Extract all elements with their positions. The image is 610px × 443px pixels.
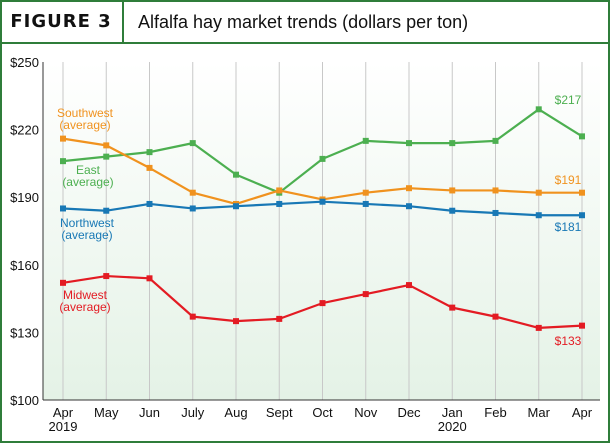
data-point xyxy=(492,209,499,216)
x-tick-label: Nov xyxy=(354,405,378,420)
y-tick-label: $220 xyxy=(10,123,39,138)
data-point xyxy=(146,200,153,207)
data-point xyxy=(189,205,196,212)
end-value-label-east: $217 xyxy=(555,93,582,107)
x-tick-label: Mar xyxy=(528,405,551,420)
data-point xyxy=(579,322,585,329)
data-point xyxy=(579,212,585,219)
x-year-label: 2019 xyxy=(49,419,78,434)
x-tick-label: May xyxy=(94,405,119,420)
series-midwest xyxy=(60,273,585,331)
x-tick-label: July xyxy=(181,405,205,420)
series-label-east: East xyxy=(76,163,101,177)
data-point xyxy=(233,318,239,325)
x-tick-label: Apr xyxy=(53,405,74,420)
data-point xyxy=(103,207,110,214)
data-point xyxy=(189,140,196,147)
data-point xyxy=(535,189,542,196)
data-point xyxy=(146,149,153,156)
data-point xyxy=(406,140,412,147)
data-point xyxy=(535,324,542,331)
figure-header: FIGURE 3 Alfalfa hay market trends (doll… xyxy=(2,2,608,44)
plot-background xyxy=(43,62,600,400)
data-point xyxy=(103,153,110,160)
data-point xyxy=(319,155,326,162)
x-tick-label: Jan xyxy=(442,405,463,420)
x-tick-label: Feb xyxy=(484,405,506,420)
data-point xyxy=(362,291,369,298)
data-point xyxy=(103,142,110,149)
data-point xyxy=(406,282,412,289)
data-point xyxy=(362,189,369,196)
data-point xyxy=(233,203,239,210)
data-point xyxy=(449,140,456,147)
x-tick-label: Apr xyxy=(572,405,593,420)
series-label-average: (average) xyxy=(59,300,110,314)
x-tick-label: Jun xyxy=(139,405,160,420)
data-point xyxy=(319,198,326,205)
y-tick-label: $250 xyxy=(10,55,39,70)
data-point xyxy=(60,205,66,212)
data-point xyxy=(535,212,542,219)
data-point xyxy=(449,207,456,214)
series-label-average: (average) xyxy=(62,175,113,189)
y-tick-label: $130 xyxy=(10,325,39,340)
x-tick-label: Oct xyxy=(312,405,333,420)
data-point xyxy=(60,135,66,142)
data-point xyxy=(449,187,456,194)
data-point xyxy=(449,304,456,311)
data-point xyxy=(579,189,585,196)
x-tick-label: Sept xyxy=(266,405,293,420)
series-label-average: (average) xyxy=(59,118,110,132)
data-point xyxy=(60,158,66,165)
y-tick-label: $160 xyxy=(10,258,39,273)
x-tick-label: Aug xyxy=(224,405,247,420)
data-point xyxy=(406,185,412,192)
end-value-label-midwest: $133 xyxy=(555,334,582,348)
data-point xyxy=(492,137,499,144)
data-point xyxy=(362,200,369,207)
data-point xyxy=(406,203,412,210)
end-value-label-southwest: $191 xyxy=(555,173,582,187)
header-divider xyxy=(122,2,124,42)
data-point xyxy=(362,137,369,144)
series-northwest xyxy=(60,198,585,219)
data-point xyxy=(276,315,283,322)
data-point xyxy=(189,313,196,320)
series-label-northwest: Northwest xyxy=(60,216,115,230)
end-value-label-northwest: $181 xyxy=(555,220,582,234)
data-point xyxy=(146,275,153,282)
x-year-label: 2020 xyxy=(438,419,467,434)
data-point xyxy=(319,300,326,307)
data-point xyxy=(189,189,196,196)
figure-number: FIGURE 3 xyxy=(10,11,112,32)
data-point xyxy=(492,187,499,194)
x-tick-label: Dec xyxy=(397,405,421,420)
data-point xyxy=(535,106,542,113)
series-label-average: (average) xyxy=(61,228,112,242)
chart-title: Alfalfa hay market trends (dollars per t… xyxy=(138,12,469,32)
data-point xyxy=(146,164,153,171)
data-point xyxy=(492,313,499,320)
data-point xyxy=(276,187,283,194)
data-point xyxy=(233,171,239,178)
series-label-midwest: Midwest xyxy=(63,288,108,302)
y-tick-label: $190 xyxy=(10,190,39,205)
series-label-southwest: Southwest xyxy=(57,106,114,120)
data-point xyxy=(276,200,283,207)
y-tick-label: $100 xyxy=(10,393,39,408)
data-point xyxy=(103,273,110,280)
data-point xyxy=(60,279,66,286)
data-point xyxy=(579,133,585,140)
